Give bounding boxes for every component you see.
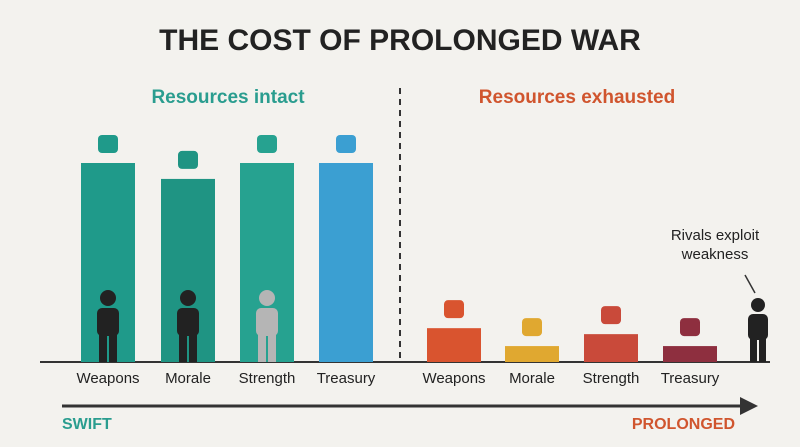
arrow-head: [740, 397, 758, 415]
figure: [268, 334, 276, 362]
icon: [98, 135, 118, 153]
figure: [258, 334, 266, 362]
bar: [427, 328, 481, 362]
icon: [257, 135, 277, 153]
icon: [680, 318, 700, 337]
category-label: Treasury: [661, 370, 720, 387]
figure: [97, 308, 119, 336]
figure: [109, 334, 117, 362]
category-label: Strength: [583, 370, 640, 387]
annotation: Rivals exploit weakness: [670, 227, 760, 263]
rival-figure: [748, 298, 768, 362]
figure: [100, 290, 116, 306]
category-label: Weapons: [76, 370, 139, 387]
bar: [319, 163, 373, 362]
figure: [179, 334, 187, 362]
category-label: Morale: [165, 370, 211, 387]
bar: [663, 346, 717, 362]
bar: [505, 346, 559, 362]
figure: [99, 334, 107, 362]
category-label: Weapons: [422, 370, 485, 387]
icon: [178, 150, 198, 169]
category-label: Strength: [239, 370, 296, 387]
subtitle: Resources intact: [151, 87, 305, 108]
figure: [180, 290, 196, 306]
figure: [189, 334, 197, 362]
timeline-end: PROLONGED: [632, 416, 735, 433]
bar: [584, 334, 638, 362]
icon: [336, 135, 356, 153]
figure: [177, 308, 199, 336]
pointer: [744, 274, 756, 294]
category-label: Morale: [509, 370, 555, 387]
category-label: Treasury: [317, 370, 376, 387]
figure: [259, 290, 275, 306]
figure: [256, 308, 278, 336]
icon: [601, 306, 621, 325]
icon: [522, 318, 542, 337]
icon: [444, 300, 464, 319]
timeline-start: SWIFT: [62, 416, 112, 433]
title: THE COST OF PROLONGED WAR: [159, 24, 641, 57]
subtitle: Resources exhausted: [479, 87, 675, 108]
